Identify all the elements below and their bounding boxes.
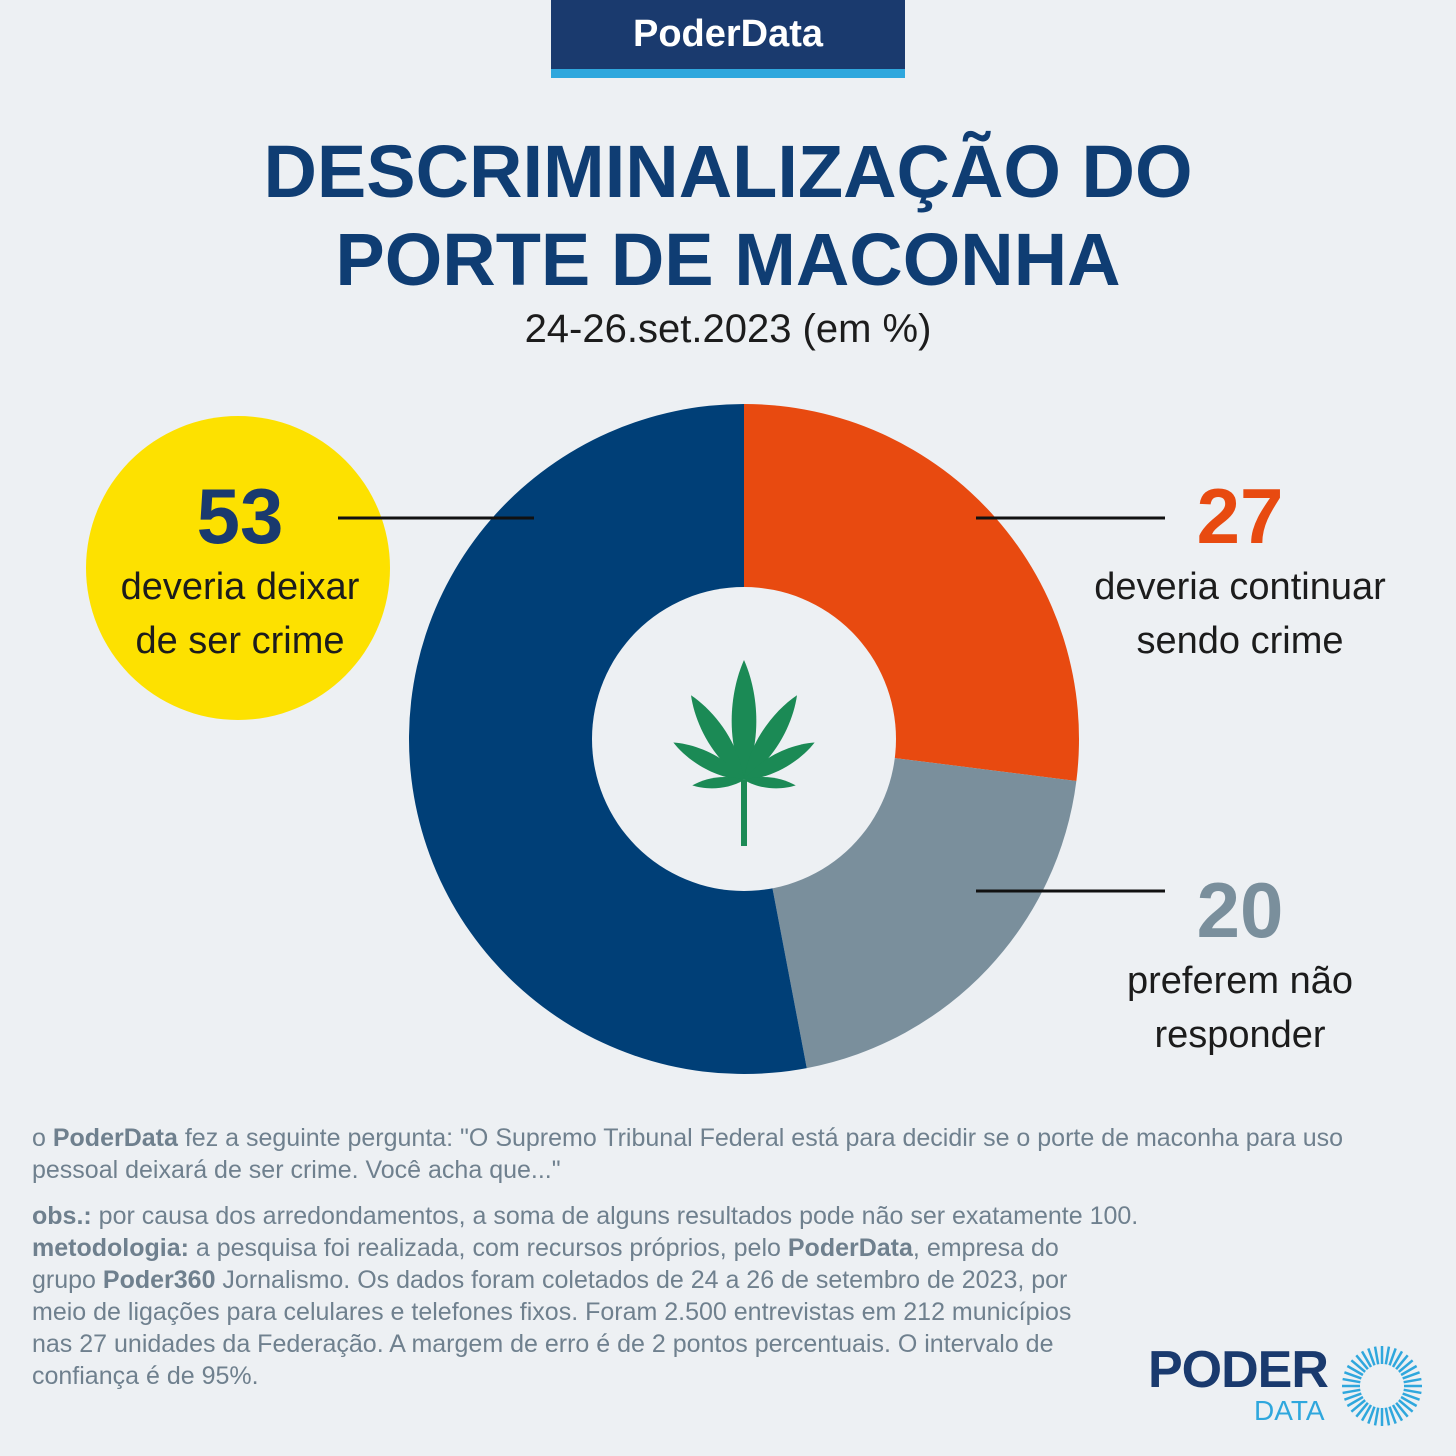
title-line-1: DESCRIMINALIZAÇÃO DO <box>263 130 1193 213</box>
sunburst-ray <box>1398 1359 1414 1373</box>
label-responder: 20 preferem não responder <box>1060 866 1420 1062</box>
sunburst-ray <box>1360 1350 1373 1368</box>
leaflet <box>731 660 757 780</box>
sunburst-ray <box>1395 1402 1409 1418</box>
leaflet <box>673 742 744 780</box>
logo-poder: PODER <box>1148 1341 1329 1399</box>
sunburst-ray <box>1400 1364 1418 1377</box>
sunburst-ray <box>1395 1354 1409 1370</box>
text-responder-1: preferem não <box>1126 960 1353 1002</box>
method-text-1: a pesquisa foi realizada, com recursos p… <box>195 1234 781 1262</box>
sunburst-ray <box>1391 1404 1404 1422</box>
text-deixar-1: deveria deixar <box>120 566 360 608</box>
brand-tab: PoderData <box>551 0 905 78</box>
methodology-note: metodologia: a pesquisa foi realizada, c… <box>32 1232 1092 1392</box>
leaflet <box>692 777 744 789</box>
label-deixar: 53 deveria deixar de ser crime <box>95 472 385 668</box>
sunburst-ray <box>1373 1407 1380 1426</box>
sunburst-ray <box>1343 1371 1362 1380</box>
sunburst-ray <box>1388 1406 1397 1425</box>
method-label: metodologia: <box>32 1234 189 1262</box>
yellow-badge <box>86 416 390 720</box>
obs-label: obs.: <box>32 1202 92 1230</box>
text-responder-2: responder <box>1154 1014 1326 1056</box>
sunburst-ray <box>1346 1395 1364 1408</box>
sunburst-ray <box>1402 1371 1421 1380</box>
text-continuar-1: deveria continuar <box>1094 566 1386 608</box>
sunburst-ray <box>1350 1399 1366 1413</box>
logo-data: DATA <box>1254 1395 1325 1426</box>
chart-subtitle: 24-26.set.2023 (em %) <box>524 307 932 351</box>
sunburst-ray <box>1384 1407 1391 1426</box>
sunburst-ray <box>1355 1354 1369 1370</box>
sunburst-icon <box>1342 1346 1422 1426</box>
leaf-stem <box>741 780 747 846</box>
sunburst-ray <box>1346 1364 1364 1377</box>
cannabis-leaf-icon <box>673 660 815 846</box>
sunburst-ray <box>1398 1399 1414 1413</box>
question-text: fez a seguinte pergunta: "O Supremo Trib… <box>32 1124 1344 1184</box>
text-deixar-2: de ser crime <box>135 620 345 662</box>
chart-title: DESCRIMINALIZAÇÃO DO PORTE DE MACONHA <box>0 128 1456 304</box>
leaflet <box>744 777 796 789</box>
sunburst-ray <box>1403 1388 1422 1395</box>
sunburst-ray <box>1342 1388 1361 1395</box>
text-continuar-2: sendo crime <box>1136 620 1344 662</box>
value-responder: 20 <box>1196 866 1284 954</box>
question-prefix: o <box>32 1124 46 1152</box>
sunburst-ray <box>1367 1347 1376 1366</box>
method-text-3: Jornalismo. Os dados foram coletados de … <box>32 1266 1072 1390</box>
leaflet <box>744 695 797 780</box>
label-continuar: 27 deveria continuar sendo crime <box>1060 472 1420 668</box>
sunburst-ray <box>1402 1392 1421 1401</box>
sunburst-ray <box>1403 1377 1422 1384</box>
method-text-2: , empresa do grupo <box>32 1234 1059 1294</box>
question-brand: PoderData <box>52 1124 178 1152</box>
footer-notes: o PoderData fez a seguinte pergunta: "O … <box>32 1122 1412 1392</box>
sunburst-ray <box>1350 1359 1366 1373</box>
title-line-2: PORTE DE MACONHA <box>335 218 1121 301</box>
value-continuar: 27 <box>1196 472 1284 560</box>
leaflet <box>744 742 815 780</box>
survey-question: o PoderData fez a seguinte pergunta: "O … <box>32 1122 1412 1186</box>
obs-text: por causa dos arredondamentos, a soma de… <box>98 1202 1139 1230</box>
sunburst-ray <box>1373 1346 1380 1365</box>
sunburst-ray <box>1355 1402 1369 1418</box>
method-brand-2: Poder360 <box>102 1266 216 1294</box>
sunburst-ray <box>1391 1350 1404 1368</box>
sunburst-ray <box>1343 1392 1362 1401</box>
leaflet <box>691 695 744 780</box>
sunburst-ray <box>1384 1346 1391 1365</box>
sunburst-ray <box>1360 1404 1373 1422</box>
sunburst-ray <box>1388 1347 1397 1366</box>
obs-note: obs.: por causa dos arredondamentos, a s… <box>32 1200 1412 1232</box>
poderdata-logo: PODER DATA <box>1148 1341 1422 1426</box>
sunburst-ray <box>1342 1377 1361 1384</box>
sunburst-ray <box>1367 1406 1376 1425</box>
method-brand-1: PoderData <box>787 1234 913 1262</box>
sunburst-ray <box>1400 1395 1418 1408</box>
value-deixar: 53 <box>196 472 284 560</box>
